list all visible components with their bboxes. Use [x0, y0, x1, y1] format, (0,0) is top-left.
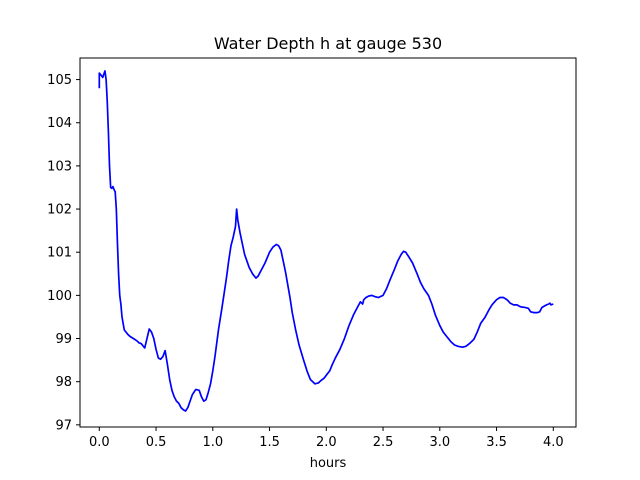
x-axis: 0.0 0.5 1.0 1.5 2.0 2.5 3.0 3.5 4.0	[89, 427, 564, 450]
series-group	[98, 70, 554, 412]
x-tick-label: 1.5	[259, 435, 280, 450]
plot-area	[79, 57, 577, 428]
x-tick-label: 2.5	[373, 435, 394, 450]
x-tick-label: 0.0	[89, 435, 110, 450]
y-tick-label: 99	[55, 332, 72, 347]
series-line-1	[98, 70, 554, 412]
x-tick-label: 0.5	[146, 435, 167, 450]
x-tick-label: 1.0	[202, 435, 223, 450]
x-tick-label: 4.0	[543, 435, 564, 450]
y-tick-label: 104	[47, 116, 72, 131]
y-tick-label: 100	[47, 289, 72, 304]
y-tick-label: 97	[55, 418, 72, 433]
y-tick-label: 102	[47, 203, 72, 218]
plot-frame	[79, 57, 577, 428]
plot-background	[80, 58, 576, 427]
y-tick-label: 103	[47, 159, 72, 174]
x-tick-label: 3.5	[486, 435, 507, 450]
y-tick-label: 105	[47, 73, 72, 88]
y-tick-label: 98	[55, 375, 72, 390]
y-axis: 97 98 99 100 101 102 103 104 105	[47, 73, 80, 433]
chart-title: Water Depth h at gauge 530	[214, 34, 442, 53]
x-tick-label: 3.0	[429, 435, 450, 450]
x-tick-label: 2.0	[316, 435, 337, 450]
x-axis-label: hours	[310, 456, 347, 471]
y-tick-label: 101	[47, 246, 72, 261]
